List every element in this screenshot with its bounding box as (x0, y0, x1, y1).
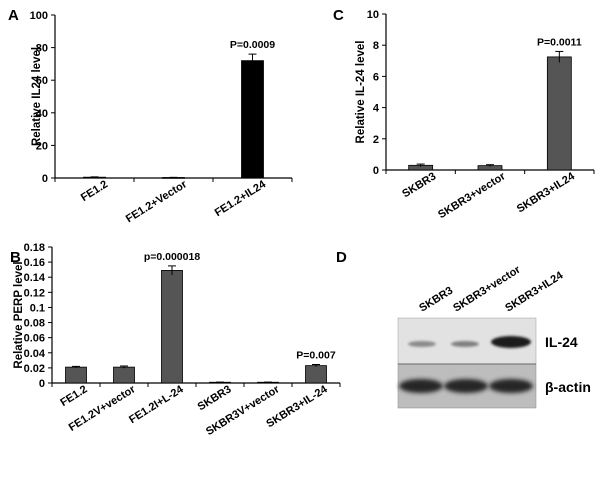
band-il24-skbr3 (408, 341, 436, 347)
chart-b: 0 0.02 0.04 0.06 0.08 0.1 0.12 0.14 0.16 0.18 FE1.… (13, 242, 341, 438)
panel-label-a: A (8, 7, 19, 24)
y-tick-label: 0.18 (24, 242, 45, 254)
y-tick-label: 2 (373, 134, 379, 146)
x-category-label: SKBR3 (196, 383, 234, 413)
western-blot: SKBR3 SKBR3+vector SKBR3+IL24 IL-24 β-ac… (397, 263, 591, 409)
blot-lane-label: SKBR3 (417, 285, 455, 315)
y-tick-label: 0.16 (24, 257, 45, 269)
y-tick-label: 20 (36, 140, 48, 152)
y-tick-label: 8 (373, 40, 379, 52)
x-category-label: FE1.2+IL24 (213, 178, 269, 219)
p-value-annotation: P=0.0011 (537, 36, 582, 48)
y-tick-label: 0 (39, 378, 45, 390)
y-tick-label: 0.14 (24, 272, 46, 284)
bar (305, 365, 327, 384)
y-tick-label: 60 (36, 75, 48, 87)
bar (113, 366, 135, 384)
y-tick-label: 0 (373, 165, 379, 177)
panel-label-c: C (333, 7, 344, 24)
bar (161, 270, 183, 384)
y-tick-label: 0 (42, 173, 48, 185)
y-tick-label: 0.06 (24, 333, 45, 345)
band-actin-il24 (489, 379, 533, 393)
y-axis-label: Relative IL24 level (31, 47, 43, 146)
bar (65, 366, 87, 384)
band-il24-il24 (491, 336, 531, 348)
y-tick-label: 0.02 (24, 363, 45, 375)
y-tick-label: 0.04 (24, 348, 46, 360)
x-category-label: FE1.2 (79, 178, 110, 204)
y-tick-label: 6 (373, 71, 379, 83)
bar (241, 60, 264, 179)
band-il24-vector (451, 341, 479, 347)
y-tick-label: 10 (367, 9, 379, 21)
x-category-label: SKBR3+IL24 (515, 170, 578, 215)
y-tick-label: 40 (36, 108, 48, 120)
x-category-label: FE1.2I+L-24 (127, 383, 186, 426)
band-actin-skbr3 (399, 379, 443, 393)
panel-label-b: B (10, 249, 21, 266)
x-category-label: SKBR3+vector (436, 170, 508, 221)
p-value-annotation: P=0.0009 (230, 39, 275, 51)
y-axis-label: Relative IL-24 level (355, 41, 367, 144)
y-tick-label: 0.12 (24, 287, 45, 299)
y-tick-label: 4 (373, 103, 380, 115)
bar (546, 56, 572, 171)
y-tick-label: 80 (36, 43, 48, 55)
x-category-label: FE1.2 (58, 383, 89, 409)
blot-band-label: β-actin (545, 379, 591, 395)
y-axis-label: Relative PERP level (13, 261, 25, 368)
p-value-annotation: P=0.007 (296, 349, 336, 361)
chart-a: 0 20 40 60 80 100 FE1.2 FE1.2+Vector FE1.2+IL24 P… (30, 10, 293, 225)
y-tick-label: 0.08 (24, 318, 45, 330)
blot-band-label: IL-24 (545, 334, 578, 350)
panel-label-d: D (336, 249, 347, 266)
band-actin-vector (444, 379, 488, 393)
x-category-label: SKBR3 (400, 170, 438, 200)
x-category-label: FE1.2+Vector (124, 178, 190, 225)
p-value-annotation: p=0.000018 (144, 251, 201, 263)
y-tick-label: 100 (30, 10, 48, 22)
y-tick-label: 0.1 (30, 302, 45, 314)
